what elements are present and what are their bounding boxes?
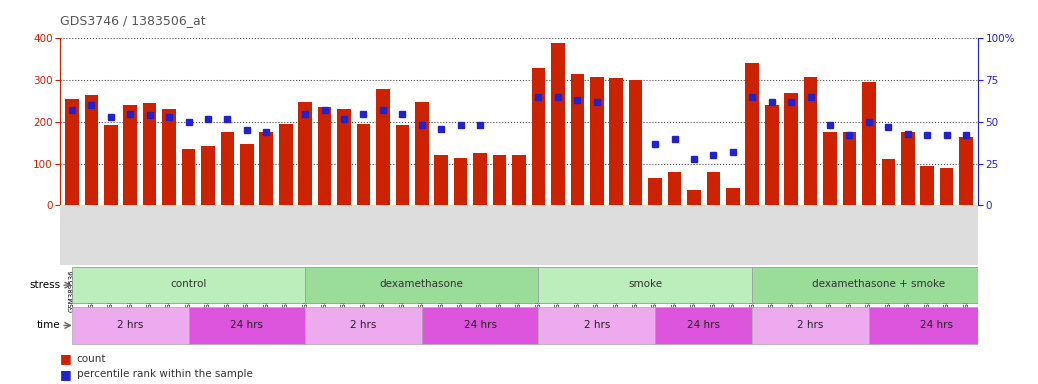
Bar — [590, 77, 603, 205]
Bar — [765, 105, 778, 205]
Text: 2 hrs: 2 hrs — [350, 319, 377, 329]
Bar — [65, 99, 79, 205]
Bar — [357, 124, 371, 205]
Text: 24 hrs: 24 hrs — [230, 319, 264, 329]
Bar — [655, 307, 753, 344]
Bar — [260, 132, 273, 205]
Text: ■: ■ — [60, 353, 72, 366]
Text: 24 hrs: 24 hrs — [687, 319, 720, 329]
Bar — [182, 149, 195, 205]
Bar — [726, 188, 740, 205]
Bar — [143, 103, 157, 205]
Bar — [104, 125, 117, 205]
Bar — [298, 102, 312, 205]
Bar — [869, 307, 1005, 344]
Bar — [124, 105, 137, 205]
Bar — [240, 144, 253, 205]
Bar — [939, 168, 954, 205]
Text: dexamethasone + smoke: dexamethasone + smoke — [812, 279, 946, 289]
Bar — [629, 80, 643, 205]
Bar — [843, 132, 856, 205]
Text: smoke: smoke — [628, 279, 662, 289]
Text: 24 hrs: 24 hrs — [464, 319, 496, 329]
Bar — [493, 155, 507, 205]
Text: GDS3746 / 1383506_at: GDS3746 / 1383506_at — [60, 14, 206, 27]
Bar — [539, 307, 655, 344]
Bar — [921, 166, 934, 205]
Bar — [753, 267, 1005, 303]
Bar — [454, 158, 467, 205]
Text: ■: ■ — [60, 368, 72, 381]
Text: time: time — [37, 320, 60, 331]
Bar — [473, 153, 487, 205]
Text: control: control — [170, 279, 207, 289]
Bar — [512, 155, 526, 205]
Bar — [571, 74, 584, 205]
Bar — [421, 307, 539, 344]
Bar — [609, 78, 623, 205]
Text: 2 hrs: 2 hrs — [117, 319, 143, 329]
Bar — [881, 159, 895, 205]
Bar — [785, 93, 798, 205]
Bar — [415, 102, 429, 205]
Bar — [221, 132, 235, 205]
Bar — [539, 267, 753, 303]
Bar — [72, 307, 189, 344]
Bar — [687, 190, 701, 205]
Bar — [649, 178, 662, 205]
Text: percentile rank within the sample: percentile rank within the sample — [77, 369, 252, 379]
Bar — [318, 107, 331, 205]
Bar — [189, 307, 305, 344]
Bar — [901, 132, 914, 205]
Bar — [162, 109, 175, 205]
Bar — [376, 89, 389, 205]
Bar — [84, 95, 99, 205]
Text: 24 hrs: 24 hrs — [921, 319, 954, 329]
Bar — [201, 146, 215, 205]
Bar — [305, 267, 539, 303]
Bar — [305, 307, 421, 344]
Text: 2 hrs: 2 hrs — [797, 319, 824, 329]
Bar — [337, 109, 351, 205]
Text: count: count — [77, 354, 106, 364]
Bar — [395, 125, 409, 205]
Bar — [435, 155, 448, 205]
Bar — [531, 68, 545, 205]
Text: dexamethasone: dexamethasone — [380, 279, 464, 289]
Bar — [279, 124, 293, 205]
Bar — [803, 77, 817, 205]
Text: 2 hrs: 2 hrs — [583, 319, 610, 329]
Bar — [707, 172, 720, 205]
Bar — [551, 43, 565, 205]
Bar — [745, 63, 759, 205]
Bar — [72, 267, 305, 303]
Text: stress: stress — [29, 280, 60, 290]
Bar — [959, 137, 973, 205]
Bar — [667, 172, 681, 205]
Bar — [863, 82, 876, 205]
Bar — [753, 307, 869, 344]
Bar — [823, 132, 837, 205]
